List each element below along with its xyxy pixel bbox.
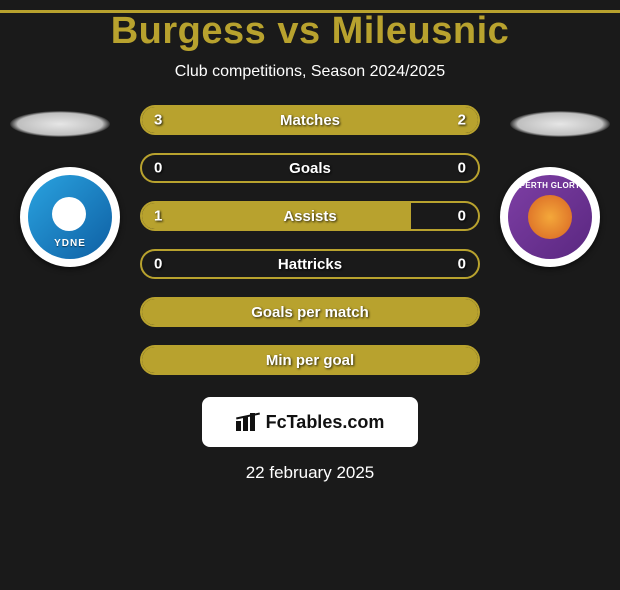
stat-bar: 3 2Matches — [140, 105, 480, 135]
stat-value-b: 2 — [458, 112, 466, 129]
stat-label: Goals — [142, 155, 478, 181]
stat-bar: 0 0Goals — [140, 153, 480, 183]
stat-value-a: 0 — [154, 256, 162, 273]
stat-label: Assists — [142, 203, 478, 229]
club-logo-perth: PERTH GLORY — [508, 175, 592, 259]
club-b-label: PERTH GLORY — [508, 181, 592, 190]
stat-bars: 32Matches00Goals10Assists00HattricksGoal… — [140, 105, 480, 375]
stat-value-b: 0 — [458, 256, 466, 273]
sun-icon — [528, 195, 572, 239]
stat-bar: Min per goal — [140, 345, 480, 375]
stat-label: Matches — [142, 107, 478, 133]
stat-value-b: 0 — [458, 208, 466, 225]
stat-value-a: 0 — [154, 160, 162, 177]
stat-value-b: 0 — [458, 160, 466, 177]
club-a-label: YDNE — [54, 238, 86, 249]
top-accent-line — [0, 10, 620, 13]
page-title: Burgess vs Mileusnic — [0, 10, 620, 53]
brand-text: FcTables.com — [266, 412, 385, 433]
subtitle: Club competitions, Season 2024/2025 — [0, 63, 620, 81]
bar-chart-icon — [236, 413, 260, 431]
comparison-arena: YDNE PERTH GLORY 32Matches00Goals10Assis… — [0, 105, 620, 375]
stat-label: Hattricks — [142, 251, 478, 277]
player-a-logo: YDNE — [20, 167, 120, 267]
stat-label: Min per goal — [142, 347, 478, 373]
stat-value-a: 3 — [154, 112, 162, 129]
brand-badge[interactable]: FcTables.com — [202, 397, 418, 447]
stat-value-a: 1 — [154, 208, 162, 225]
club-logo-sydney: YDNE — [28, 175, 112, 259]
stat-bar: 0 0Hattricks — [140, 249, 480, 279]
stat-label: Goals per match — [142, 299, 478, 325]
player-b-shadow — [510, 111, 610, 137]
player-b-logo: PERTH GLORY — [500, 167, 600, 267]
stat-bar: 1 0Assists — [140, 201, 480, 231]
stat-bar: Goals per match — [140, 297, 480, 327]
player-a-shadow — [10, 111, 110, 137]
date-text: 22 february 2025 — [0, 463, 620, 483]
